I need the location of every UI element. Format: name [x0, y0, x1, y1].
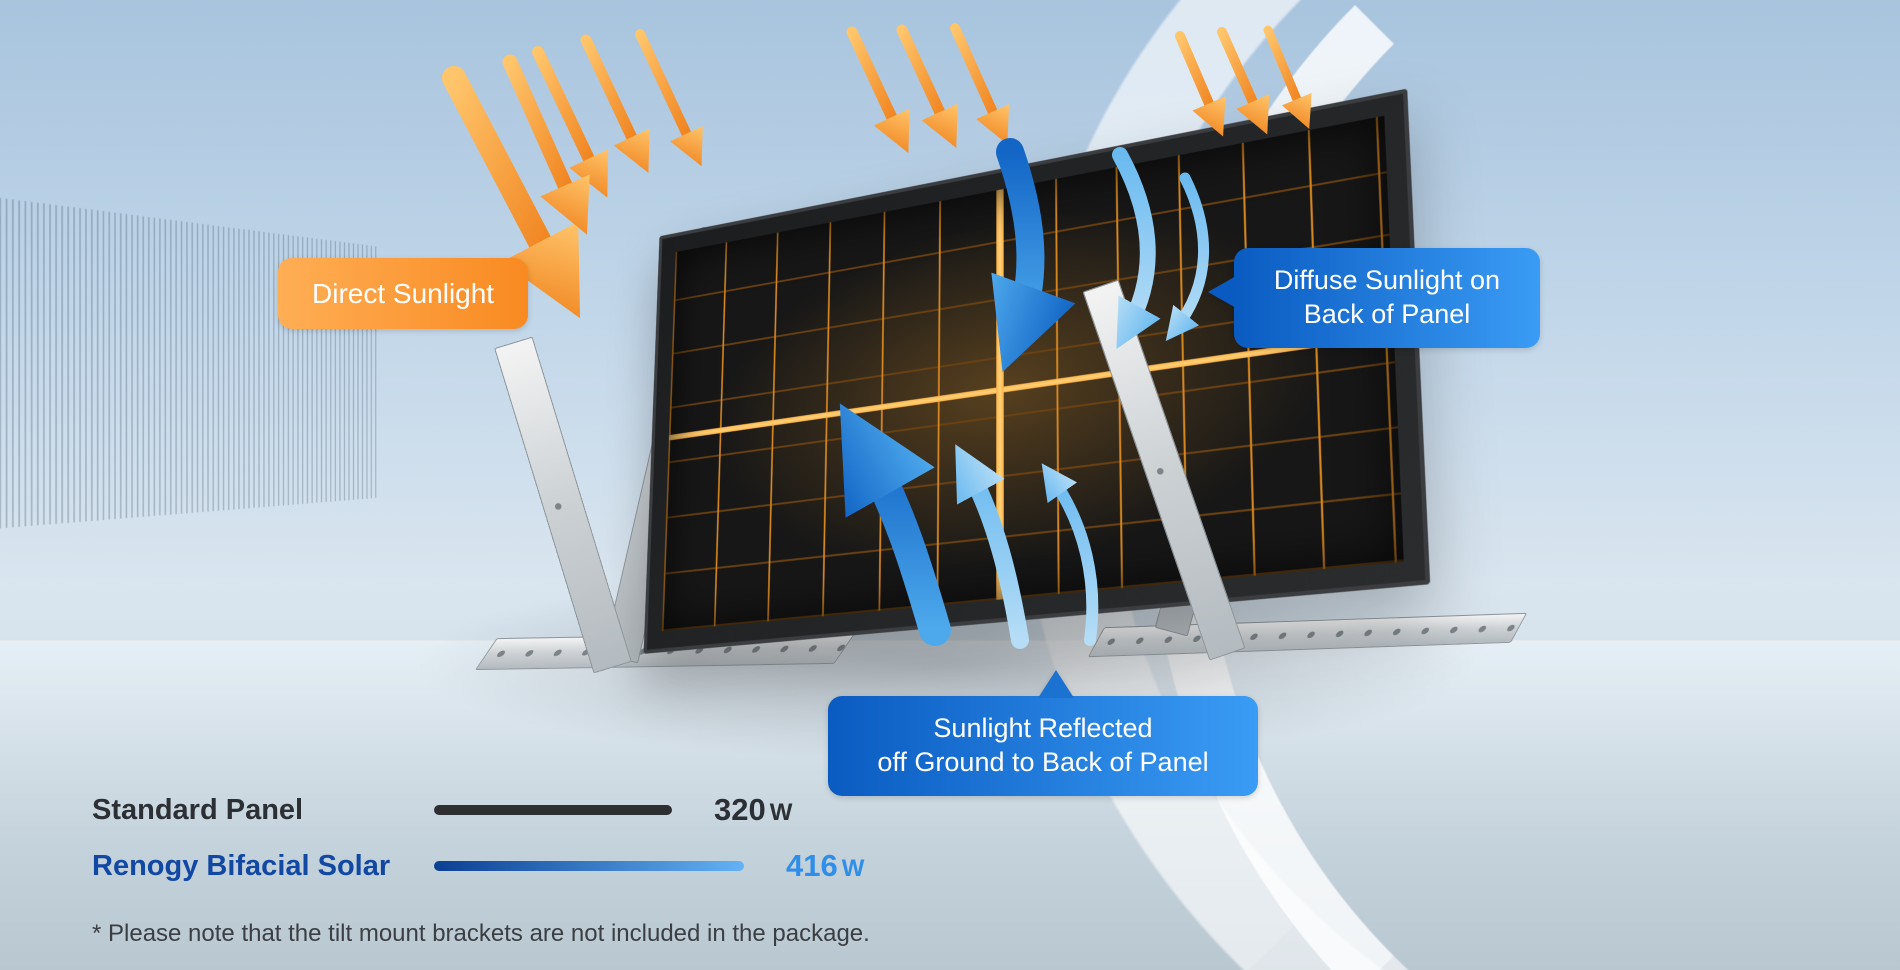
callout-reflected: Sunlight Reflected off Ground to Back of…: [828, 696, 1258, 796]
comparison-row: Standard Panel 320W: [92, 792, 912, 828]
comparison-bar: [434, 861, 744, 871]
callout-direct-sunlight: Direct Sunlight: [278, 258, 528, 329]
comparison-bar: [434, 805, 672, 815]
wall-left: [0, 170, 376, 530]
comparison-chart: Standard Panel 320W Renogy Bifacial Solar 4…: [92, 792, 912, 904]
callout-diffuse: Diffuse Sunlight on Back of Panel: [1234, 248, 1540, 348]
comparison-label: Renogy Bifacial Solar: [92, 850, 412, 883]
callout-reflected-line1: Sunlight Reflected: [933, 712, 1152, 746]
comparison-row: Renogy Bifacial Solar 416W: [92, 848, 912, 884]
callout-direct-label: Direct Sunlight: [312, 276, 494, 311]
direct-sunlight-arrows: [454, 34, 694, 280]
panel-cells: [662, 116, 1404, 632]
solar-panel: [644, 89, 1431, 654]
comparison-value: 320W: [714, 792, 792, 828]
callout-diffuse-line2: Back of Panel: [1304, 298, 1471, 332]
callout-diffuse-line1: Diffuse Sunlight on: [1274, 264, 1500, 298]
callout-reflected-line2: off Ground to Back of Panel: [877, 746, 1208, 780]
comparison-label: Standard Panel: [92, 794, 412, 827]
footnote: * Please note that the tilt mount bracke…: [92, 920, 870, 948]
scene: Direct Sunlight Diffuse Sunlight on Back…: [0, 0, 1900, 970]
comparison-value: 416W: [786, 848, 864, 884]
